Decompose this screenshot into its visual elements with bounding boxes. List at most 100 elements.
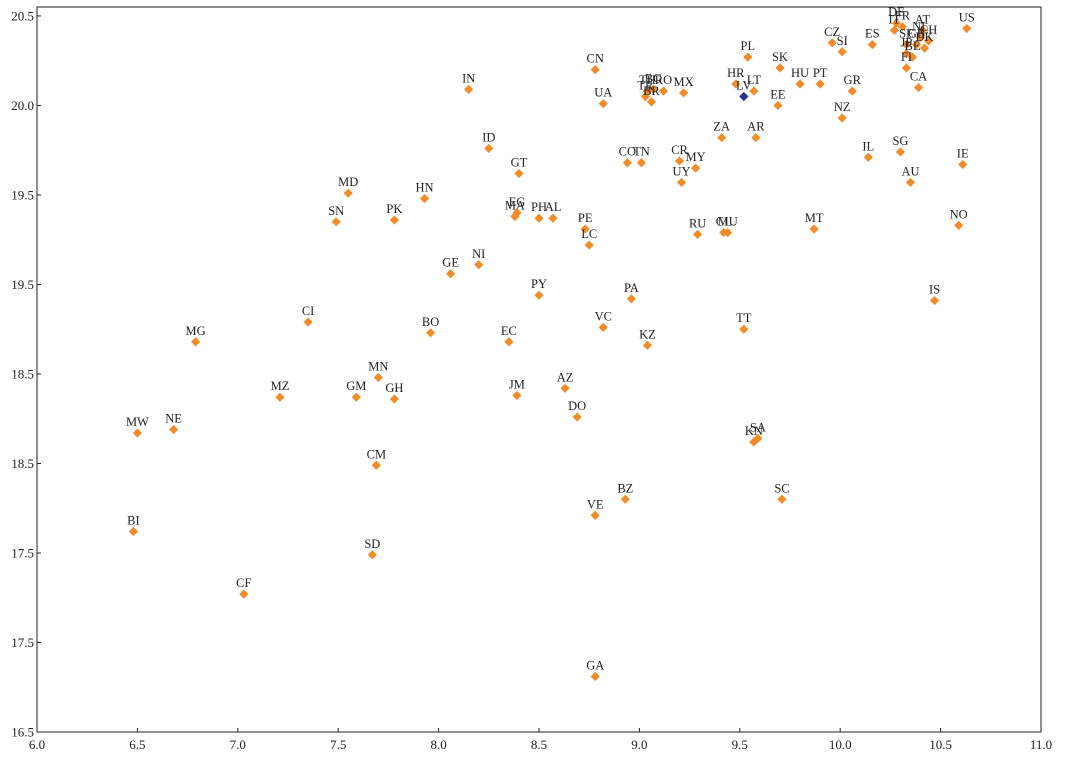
y-tick-label: 19.5: [11, 277, 34, 292]
y-tick-label: 20.0: [11, 98, 34, 113]
marker-diamond: [626, 294, 636, 304]
marker-diamond: [962, 23, 972, 34]
marker-diamond: [929, 295, 940, 306]
point-label: DO: [568, 399, 586, 413]
data-point-bz: BZ: [617, 481, 633, 504]
x-tick-label: 11.0: [1030, 737, 1052, 752]
point-label: LV: [736, 79, 752, 93]
marker-diamond: [504, 337, 514, 347]
marker-diamond: [863, 152, 873, 162]
point-label: NZ: [834, 100, 851, 114]
plot-frame: [36, 6, 1042, 733]
point-label: ZA: [713, 120, 730, 134]
marker-diamond: [847, 86, 857, 96]
marker-diamond: [484, 143, 494, 154]
data-point-mn: MN: [368, 360, 388, 383]
point-label: VC: [595, 309, 612, 323]
point-label: MD: [338, 175, 358, 189]
y-tick-label: 17.5: [11, 545, 34, 560]
point-label: CH: [920, 23, 937, 37]
marker-diamond: [367, 550, 377, 560]
point-label: CI: [302, 304, 315, 318]
data-point-md: MD: [338, 175, 358, 198]
point-label: AR: [747, 120, 765, 134]
data-point-ph: PH: [531, 200, 547, 223]
x-tick-label: 10.0: [829, 737, 852, 752]
marker-diamond: [958, 159, 968, 170]
point-label: SN: [328, 204, 344, 218]
point-label: CL: [716, 215, 732, 229]
marker-diamond: [584, 240, 594, 250]
data-point-tr: TR: [637, 79, 654, 102]
marker-diamond: [590, 510, 600, 520]
data-point-kz: KZ: [639, 327, 656, 350]
data-point-gh: GH: [385, 381, 403, 404]
point-label: CO: [619, 145, 636, 159]
marker-diamond: [954, 220, 964, 230]
data-point-uy: UY: [673, 164, 691, 188]
data-point-gt: GT: [511, 155, 528, 179]
marker-diamond: [598, 322, 608, 333]
data-point-ma: MA: [505, 198, 525, 222]
point-label: GE: [442, 256, 459, 270]
point-label: SD: [364, 537, 380, 551]
x-axis: 6.0 6.5 7.0 7.5 8.0 8.5 9.0 9.5 10.0 10.5 11.0: [29, 728, 1052, 752]
marker-diamond: [911, 39, 922, 50]
point-label: BI: [127, 514, 140, 528]
data-point-hr: HR: [727, 66, 745, 89]
data-point-is: IS: [929, 283, 940, 306]
point-label: SC: [774, 481, 789, 495]
data-point-ro: RO: [655, 73, 672, 96]
point-label: TN: [633, 145, 650, 159]
point-label: PK: [386, 202, 402, 216]
point-label: LC: [581, 227, 597, 241]
x-tick-label: 7.0: [230, 737, 246, 752]
point-label: CM: [367, 447, 386, 461]
marker-diamond: [795, 79, 805, 89]
point-label: IE: [957, 147, 969, 161]
data-point-sk: SK: [772, 50, 788, 73]
y-tick-label: 18.5: [11, 366, 34, 381]
data-point-id: ID: [482, 130, 495, 154]
marker-diamond: [510, 211, 520, 222]
data-point-lt: LT: [747, 73, 761, 96]
point-label: TH: [639, 73, 656, 87]
marker-diamond: [923, 36, 934, 46]
data-point-cr: CR: [671, 143, 689, 166]
point-label: NI: [472, 247, 485, 261]
marker-diamond: [917, 25, 928, 35]
point-label: BR: [643, 84, 660, 98]
marker-diamond: [901, 63, 912, 73]
point-label: AT: [915, 12, 931, 26]
y-tick-label: 18.5: [11, 456, 34, 471]
marker-diamond: [590, 671, 600, 682]
x-tick-label: 8.5: [531, 737, 547, 752]
point-label: SA: [750, 420, 766, 434]
point-label: CF: [236, 576, 251, 590]
data-point-my: MY: [686, 150, 706, 173]
marker-diamond: [837, 47, 847, 57]
point-label: GR: [844, 73, 862, 87]
marker-diamond: [642, 340, 653, 350]
data-point-sc: SC: [774, 481, 790, 504]
x-tick-label: 7.5: [330, 737, 346, 752]
point-label: NL: [912, 19, 929, 33]
marker-diamond: [191, 337, 201, 347]
marker-diamond: [474, 260, 484, 270]
point-label: BG: [645, 71, 662, 85]
data-point-ec: EC: [501, 324, 517, 347]
point-label: SK: [772, 50, 788, 64]
data-point-eg: EG: [509, 195, 525, 218]
data-point-br: BR: [643, 84, 660, 107]
data-point-jp: JP: [901, 36, 912, 59]
point-label: NO: [950, 207, 968, 221]
marker-diamond: [913, 82, 924, 93]
marker-diamond: [723, 227, 733, 238]
marker-diamond: [775, 63, 785, 73]
data-point-tn: TN: [633, 145, 650, 168]
marker-diamond: [658, 86, 669, 96]
marker-diamond: [693, 229, 703, 239]
marker-diamond: [749, 437, 759, 447]
